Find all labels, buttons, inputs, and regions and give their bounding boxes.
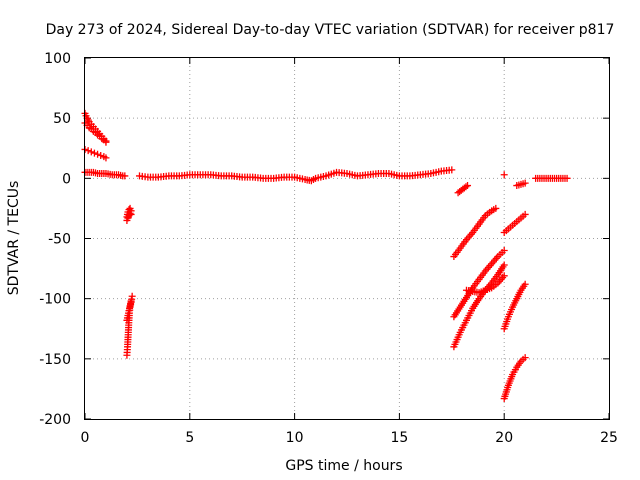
series-baseline-end xyxy=(532,174,571,182)
series-baseline-start xyxy=(81,168,129,180)
data-point xyxy=(127,210,135,218)
chart-title: Day 273 of 2024, Sidereal Day-to-day VTE… xyxy=(46,22,615,38)
y-tick-label: 0 xyxy=(62,171,71,187)
data-point xyxy=(94,150,102,158)
y-tick-label: -100 xyxy=(39,292,71,308)
series-late-arc-1 xyxy=(450,204,500,261)
grid xyxy=(85,58,609,419)
y-axis-label: SDTVAR / TECUs xyxy=(6,181,22,296)
series-drop-2h-d xyxy=(123,297,135,324)
x-tick-label: 15 xyxy=(390,430,408,446)
data-point xyxy=(500,261,508,269)
data-point xyxy=(521,179,529,187)
data-point xyxy=(90,149,98,157)
y-tick-label: 50 xyxy=(53,111,71,127)
y-tick-label: -50 xyxy=(48,232,71,248)
data-point xyxy=(84,147,92,155)
axis-ticks xyxy=(84,57,610,420)
x-axis-label: GPS time / hours xyxy=(285,458,402,474)
data-point-fill xyxy=(462,183,470,191)
data-point xyxy=(500,247,508,255)
y-tick-label: 100 xyxy=(44,51,71,67)
data-point xyxy=(128,292,136,300)
data-point xyxy=(121,172,129,180)
data-point xyxy=(500,171,508,179)
data-point xyxy=(97,151,105,159)
data-point xyxy=(102,154,110,162)
y-tick-label: -200 xyxy=(39,412,71,428)
series-late-arc-7 xyxy=(500,354,529,403)
series-baseline-main xyxy=(135,166,456,185)
x-tick-label: 5 xyxy=(185,430,194,446)
x-tick-label: 20 xyxy=(495,430,513,446)
series-late-arc-5 xyxy=(500,210,529,236)
data-point xyxy=(102,138,110,146)
series-late-arc-2 xyxy=(450,247,508,321)
data-point xyxy=(448,166,456,174)
x-tick-label: 10 xyxy=(286,430,304,446)
data-point xyxy=(87,148,95,156)
series-drop-2h-b xyxy=(123,209,135,224)
plot-frame xyxy=(84,57,610,420)
series-late-small xyxy=(513,179,529,190)
series-arc-upper-2 xyxy=(81,119,110,146)
x-tick-label: 25 xyxy=(600,430,618,446)
data-point xyxy=(521,280,529,288)
data-point xyxy=(127,297,135,305)
series-late-short xyxy=(454,182,472,197)
tick-labels: 0 5 10 15 20 25 100 50 0 -50 -100 -150 -200 xyxy=(39,51,618,446)
data-point xyxy=(521,210,529,218)
data-point xyxy=(126,209,134,217)
series-late-dot xyxy=(500,171,508,179)
data-point xyxy=(492,204,500,212)
series-arc-mid xyxy=(81,145,110,162)
y-tick-label: -150 xyxy=(39,352,71,368)
data-point xyxy=(521,354,529,362)
series-late-arc-4 xyxy=(462,272,508,297)
data-point xyxy=(500,272,508,280)
data-point xyxy=(563,174,571,182)
data-marks xyxy=(81,109,571,403)
series-late-arc-6 xyxy=(500,280,529,333)
data-point xyxy=(464,182,472,190)
x-tick-label: 0 xyxy=(81,430,90,446)
